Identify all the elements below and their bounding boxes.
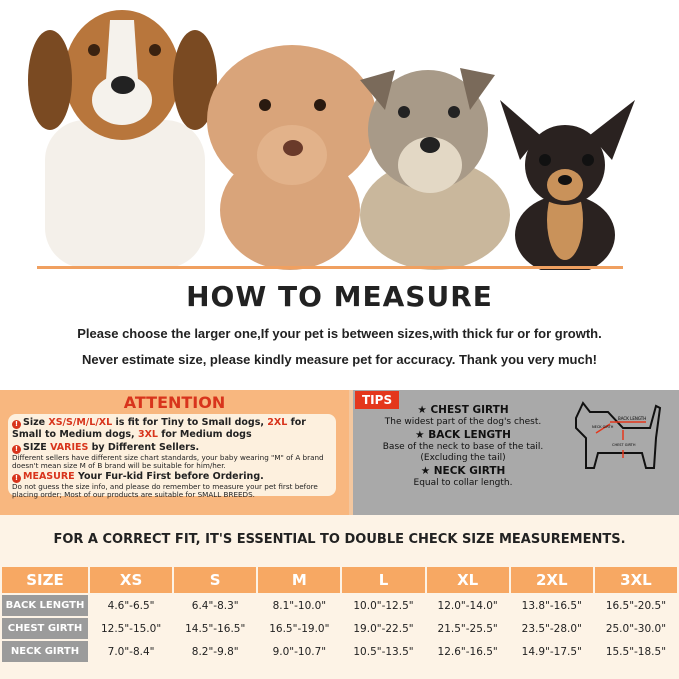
measurement-diagram: BACK LENGTH NECK GIRTH CHEST GIRTH — [575, 401, 662, 469]
cell: 6.4"-8.3" — [174, 595, 257, 616]
poodle — [207, 45, 377, 270]
diagram-back-label: BACK LENGTH — [618, 416, 646, 421]
cell: 12.5"-15.0" — [90, 618, 173, 639]
row-label: NECK GIRTH — [2, 641, 88, 662]
cell: 10.5"-13.5" — [342, 641, 425, 662]
exclamation-icon: ! — [12, 420, 21, 429]
chihuahua — [500, 100, 635, 275]
instruction-line-1: Please choose the larger one,If your pet… — [77, 326, 602, 341]
cell: 23.5"-28.0" — [510, 618, 593, 639]
exclamation-icon: ! — [12, 445, 21, 454]
cell: 14.9"-17.5" — [510, 641, 593, 662]
diagram-neck-label: NECK GIRTH — [592, 425, 614, 429]
attention-item-3-detail: Do not guess the size info, and please d… — [12, 482, 318, 499]
tip-desc: Base of the neck to base of the tail. (E… — [382, 442, 544, 463]
cell: 21.5"-25.5" — [426, 618, 509, 639]
header-cell: SIZE — [2, 567, 88, 593]
attention-box: ! Size XS/S/M/L/XL is fit for Tiny to Sma… — [8, 414, 336, 499]
exclamation-icon: ! — [12, 474, 21, 484]
row-label: BACK LENGTH — [2, 595, 88, 616]
table-row: NECK GIRTH 7.0"-8.4" 8.2"-9.8" 9.0"-10.7… — [2, 641, 677, 662]
header-cell: L — [342, 567, 425, 593]
table-row: BACK LENGTH 4.6"-6.5" 6.4"-8.3" 8.1"-10.… — [2, 595, 677, 616]
cell: 16.5"-19.0" — [258, 618, 341, 639]
header-cell: M — [258, 567, 341, 593]
instruction-line-2: Never estimate size, please kindly measu… — [82, 352, 597, 367]
cell: 19.0"-22.5" — [342, 618, 425, 639]
cell: 7.0"-8.4" — [90, 641, 173, 662]
cell: 25.0"-30.0" — [594, 618, 677, 639]
tip-desc: The widest part of the dog's chest. — [384, 417, 542, 427]
size-chart: SIZE XS S M L XL 2XL 3XL BACK LENGTH 4.6… — [0, 565, 679, 664]
tips-panel: TIPS ★ CHEST GIRTH The widest part of th… — [349, 390, 679, 515]
page-title: HOW TO MEASURE — [186, 280, 493, 313]
header-cell: S — [174, 567, 257, 593]
cell: 12.0"-14.0" — [426, 595, 509, 616]
cell: 14.5"-16.5" — [174, 618, 257, 639]
cell: 16.5"-20.5" — [594, 595, 677, 616]
cell: 8.2"-9.8" — [174, 641, 257, 662]
star-icon: ★ — [415, 429, 429, 441]
tip-title: CHEST GIRTH — [430, 404, 509, 416]
cell: 15.5"-18.5" — [594, 641, 677, 662]
fit-note: FOR A CORRECT FIT, IT'S ESSENTIAL TO DOU… — [53, 532, 626, 547]
header-cell: XL — [426, 567, 509, 593]
attention-panel: ATTENTION ! Size XS/S/M/L/XL is fit for T… — [0, 390, 349, 515]
table-header-row: SIZE XS S M L XL 2XL 3XL — [2, 567, 677, 593]
dogs-photo — [0, 0, 679, 275]
header-cell: 2XL — [510, 567, 593, 593]
row-label: CHEST GIRTH — [2, 618, 88, 639]
header-cell: XS — [90, 567, 173, 593]
cell: 9.0"-10.7" — [258, 641, 341, 662]
terrier — [360, 68, 510, 270]
cell: 10.0"-12.5" — [342, 595, 425, 616]
attention-title: ATTENTION — [123, 393, 226, 412]
tips-list: ★ CHEST GIRTH The widest part of the dog… — [373, 405, 553, 489]
header-cell: 3XL — [594, 567, 677, 593]
cell: 8.1"-10.0" — [258, 595, 341, 616]
attention-item-3: ! MEASURE Your Fur-kid First before Order… — [12, 471, 332, 484]
attention-item-2: ! SIZE VARIES by Different Sellers. — [12, 442, 332, 454]
attention-item-2-detail: Different sellers have different size ch… — [12, 453, 324, 470]
cell: 4.6"-6.5" — [90, 595, 173, 616]
star-icon: ★ — [420, 465, 434, 477]
attention-item-1: ! Size XS/S/M/L/XL is fit for Tiny to Sma… — [12, 417, 306, 440]
tip-title: BACK LENGTH — [428, 429, 511, 441]
beagle — [28, 10, 217, 268]
cell: 13.8"-16.5" — [510, 595, 593, 616]
tip-title: NECK GIRTH — [433, 465, 506, 477]
divider — [37, 266, 623, 269]
table-row: CHEST GIRTH 12.5"-15.0" 14.5"-16.5" 16.5… — [2, 618, 677, 639]
tip-desc: Equal to collar length. — [413, 478, 513, 488]
diagram-chest-label: CHEST GIRTH — [612, 443, 636, 447]
tips-badge: TIPS — [355, 391, 400, 409]
star-icon: ★ — [417, 404, 431, 416]
dogs-illustration — [28, 10, 635, 275]
cell: 12.6"-16.5" — [426, 641, 509, 662]
